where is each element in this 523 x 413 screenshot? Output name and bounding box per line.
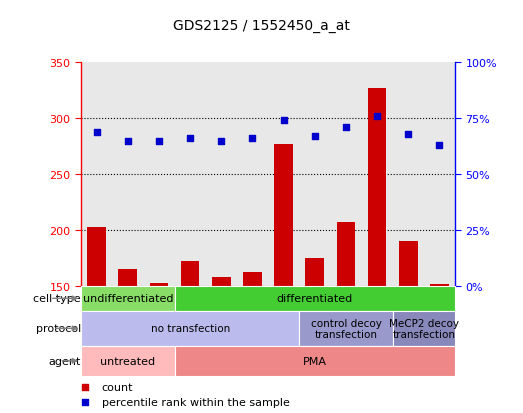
Bar	[305, 259, 324, 286]
Bar	[399, 242, 417, 286]
Bar	[87, 227, 106, 286]
Text: undifferentiated: undifferentiated	[83, 294, 173, 304]
Bar	[175, 286, 455, 311]
Text: no transfection: no transfection	[151, 323, 230, 334]
Point	[298, 307, 306, 313]
Bar	[299, 311, 393, 346]
Point	[93, 129, 101, 135]
Text: cell type: cell type	[33, 294, 81, 304]
Text: PMA: PMA	[303, 356, 327, 366]
Bar	[81, 311, 299, 346]
Bar	[337, 223, 355, 286]
Text: control decoy
transfection: control decoy transfection	[311, 318, 381, 339]
Point	[435, 142, 444, 149]
Bar	[118, 270, 137, 286]
Bar	[368, 89, 386, 286]
Point	[342, 125, 350, 131]
Point	[311, 133, 319, 140]
Point	[186, 136, 195, 142]
Point	[155, 138, 163, 145]
Point	[279, 118, 288, 124]
Bar	[243, 273, 262, 286]
Text: MeCP2 decoy
transfection: MeCP2 decoy transfection	[389, 318, 459, 339]
Bar	[393, 311, 455, 346]
Bar	[430, 284, 449, 286]
Text: GDS2125 / 1552450_a_at: GDS2125 / 1552450_a_at	[173, 19, 350, 33]
Text: percentile rank within the sample: percentile rank within the sample	[101, 397, 290, 407]
Point	[248, 136, 257, 142]
Bar	[150, 283, 168, 286]
Point	[217, 138, 225, 145]
Text: untreated: untreated	[100, 356, 155, 366]
Text: protocol: protocol	[36, 323, 81, 334]
Bar	[274, 145, 293, 286]
Bar	[81, 286, 175, 311]
Text: differentiated: differentiated	[277, 294, 353, 304]
Point	[123, 138, 132, 145]
Text: agent: agent	[49, 356, 81, 366]
Bar	[175, 346, 455, 376]
Bar	[81, 346, 175, 376]
Point	[404, 131, 413, 138]
Point	[373, 114, 381, 120]
Bar	[212, 277, 231, 286]
Bar	[181, 262, 199, 286]
Text: count: count	[101, 382, 133, 392]
Point	[298, 175, 306, 181]
